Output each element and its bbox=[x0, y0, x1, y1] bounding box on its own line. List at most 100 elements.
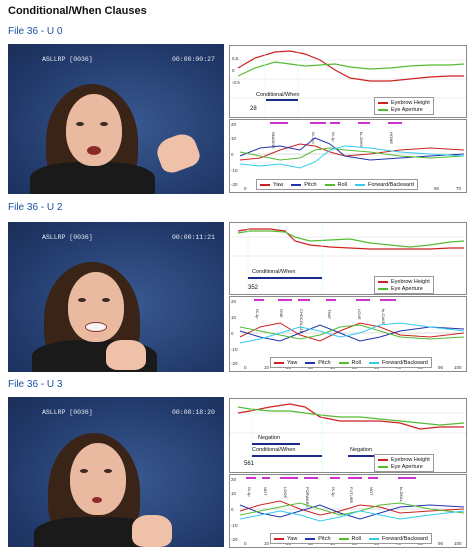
eyebrow-height-line bbox=[237, 403, 464, 430]
facial-feature-plot bbox=[230, 223, 466, 294]
yaw-line bbox=[239, 322, 465, 342]
frame-number: 28 bbox=[250, 106, 257, 112]
gloss-label: fs-DEAL bbox=[399, 487, 404, 503]
signer-mouth bbox=[85, 322, 107, 332]
legend-swatch bbox=[324, 183, 335, 186]
svg-text:20: 20 bbox=[231, 477, 237, 482]
bottom-chart: 20 10 0 -10 -20 IMAGINE IX-3p:i IX-1p fs… bbox=[229, 119, 467, 193]
legend-item: Pitch bbox=[318, 535, 331, 542]
gloss-bar bbox=[368, 477, 378, 479]
gloss-label: LOOK bbox=[283, 487, 288, 498]
segment-bar bbox=[348, 455, 394, 457]
gloss-bar bbox=[280, 477, 298, 479]
signer-mouth bbox=[87, 146, 101, 155]
clip-label[interactable]: File 36 - U 3 bbox=[8, 379, 63, 390]
svg-text:10: 10 bbox=[264, 365, 270, 370]
gloss-label: FORWARD bbox=[305, 487, 310, 508]
legend-item: Roll bbox=[351, 359, 362, 366]
gloss-bar bbox=[326, 299, 336, 301]
svg-text:0: 0 bbox=[231, 331, 234, 336]
gloss-bar bbox=[262, 477, 270, 479]
svg-text:10: 10 bbox=[231, 136, 237, 141]
legend-item: Roll bbox=[351, 535, 362, 542]
gloss-label: IX-3p bbox=[331, 487, 336, 497]
gloss-bar bbox=[246, 477, 256, 479]
svg-text:0: 0 bbox=[244, 541, 247, 546]
signer-eye bbox=[80, 469, 88, 473]
gloss-bar bbox=[330, 477, 340, 479]
pitch-line bbox=[239, 137, 465, 161]
legend-swatch bbox=[355, 183, 366, 186]
svg-text:0.5: 0.5 bbox=[232, 56, 239, 61]
gloss-label: fs-CAKE bbox=[381, 309, 386, 325]
svg-text:-20: -20 bbox=[231, 537, 238, 542]
svg-text:100: 100 bbox=[454, 541, 462, 546]
gloss-bar bbox=[348, 477, 362, 479]
segment-bar bbox=[252, 455, 322, 457]
segment-label: Conditional/When bbox=[256, 92, 300, 98]
legend-item: Forward/Backward bbox=[382, 535, 428, 542]
eye-aperture-line bbox=[237, 230, 465, 248]
gloss-bar bbox=[358, 122, 370, 124]
gloss-label: IX-1p bbox=[247, 487, 252, 497]
video-frame[interactable]: ASLLRP [0036] 00:00:18:20 bbox=[8, 397, 224, 547]
legend-swatch bbox=[338, 361, 349, 364]
signer-hand bbox=[106, 340, 146, 370]
signer-eye bbox=[100, 122, 108, 126]
signer-eye bbox=[76, 122, 84, 126]
video-frame[interactable]: ASLLRP [0036] 00:00:00:27 bbox=[8, 44, 224, 194]
legend-swatch bbox=[291, 183, 302, 186]
legend-item: Eye Aperture bbox=[391, 463, 423, 470]
eyebrow-height-line bbox=[237, 228, 464, 250]
bottom-chart-legend: Yaw Pitch Roll Forward/Backward bbox=[256, 179, 418, 190]
y-ticks: 20 10 0 -10 -20 bbox=[231, 477, 238, 542]
svg-text:90: 90 bbox=[438, 365, 444, 370]
segment-bar bbox=[248, 277, 322, 279]
facial-feature-plot bbox=[230, 399, 466, 472]
top-chart: 0.5 0 -0.5 Conditional/When 28 Eyebrow H… bbox=[229, 45, 467, 118]
roll-line bbox=[239, 324, 465, 340]
gloss-bar bbox=[310, 122, 326, 124]
clip-label[interactable]: File 36 - U 0 bbox=[8, 26, 63, 37]
head-movement-plot: 20 10 0 -10 -20 IX-1p NOT LOOK FORWARD I… bbox=[231, 477, 465, 546]
forward-backward-line bbox=[239, 322, 465, 344]
pitch-line bbox=[239, 504, 465, 520]
gloss-label: THAT bbox=[327, 309, 332, 320]
bottom-chart: 20 10 0 -10 -20 IX-1p ONE CHOCOLATE THAT… bbox=[229, 296, 467, 372]
svg-text:0: 0 bbox=[232, 68, 235, 73]
svg-text:0: 0 bbox=[231, 152, 234, 157]
legend-item: Yaw bbox=[287, 535, 298, 542]
yaw-line bbox=[239, 143, 465, 161]
head-movement-plot: 20 10 0 -10 -20 IX-1p ONE CHOCOLATE THAT… bbox=[231, 299, 465, 370]
gloss-label: fs-JOHN bbox=[359, 132, 364, 147]
bottom-chart-legend: Yaw Pitch Roll Forward/Backward bbox=[270, 533, 432, 544]
gloss-label: FUTURE bbox=[349, 487, 354, 504]
gloss-label: IX-1p bbox=[331, 132, 336, 142]
legend-swatch bbox=[369, 537, 380, 540]
legend-item: Eyebrow Height bbox=[391, 278, 430, 285]
y-ticks: 20 10 0 -10 -20 bbox=[231, 299, 238, 366]
segment-label: Conditional/When bbox=[252, 447, 296, 453]
gloss-bar bbox=[254, 299, 264, 301]
svg-text:20: 20 bbox=[231, 299, 237, 304]
signer-face bbox=[66, 94, 122, 166]
svg-text:-20: -20 bbox=[231, 182, 238, 187]
segment-label: Conditional/When bbox=[252, 269, 296, 275]
legend-item: Eyebrow Height bbox=[391, 456, 430, 463]
legend-swatch bbox=[378, 280, 388, 283]
svg-text:0: 0 bbox=[244, 365, 247, 370]
video-timecode: 00:00:00:27 bbox=[172, 56, 215, 63]
video-timecode: 00:00:18:20 bbox=[172, 409, 215, 416]
svg-text:100: 100 bbox=[454, 365, 462, 370]
svg-text:20: 20 bbox=[231, 122, 237, 127]
svg-text:-0.5: -0.5 bbox=[232, 80, 240, 85]
signer-torso bbox=[30, 162, 155, 194]
video-corpus-label: ASLLRP [0036] bbox=[42, 234, 93, 241]
legend-item: Yaw bbox=[273, 181, 284, 188]
svg-text:0: 0 bbox=[244, 186, 247, 191]
gloss-bar bbox=[304, 477, 318, 479]
video-frame[interactable]: ASLLRP [0036] 00:00:11:21 bbox=[8, 222, 224, 372]
clip-label[interactable]: File 36 - U 2 bbox=[8, 202, 63, 213]
legend-swatch bbox=[378, 287, 388, 290]
signer-eye bbox=[104, 469, 112, 473]
